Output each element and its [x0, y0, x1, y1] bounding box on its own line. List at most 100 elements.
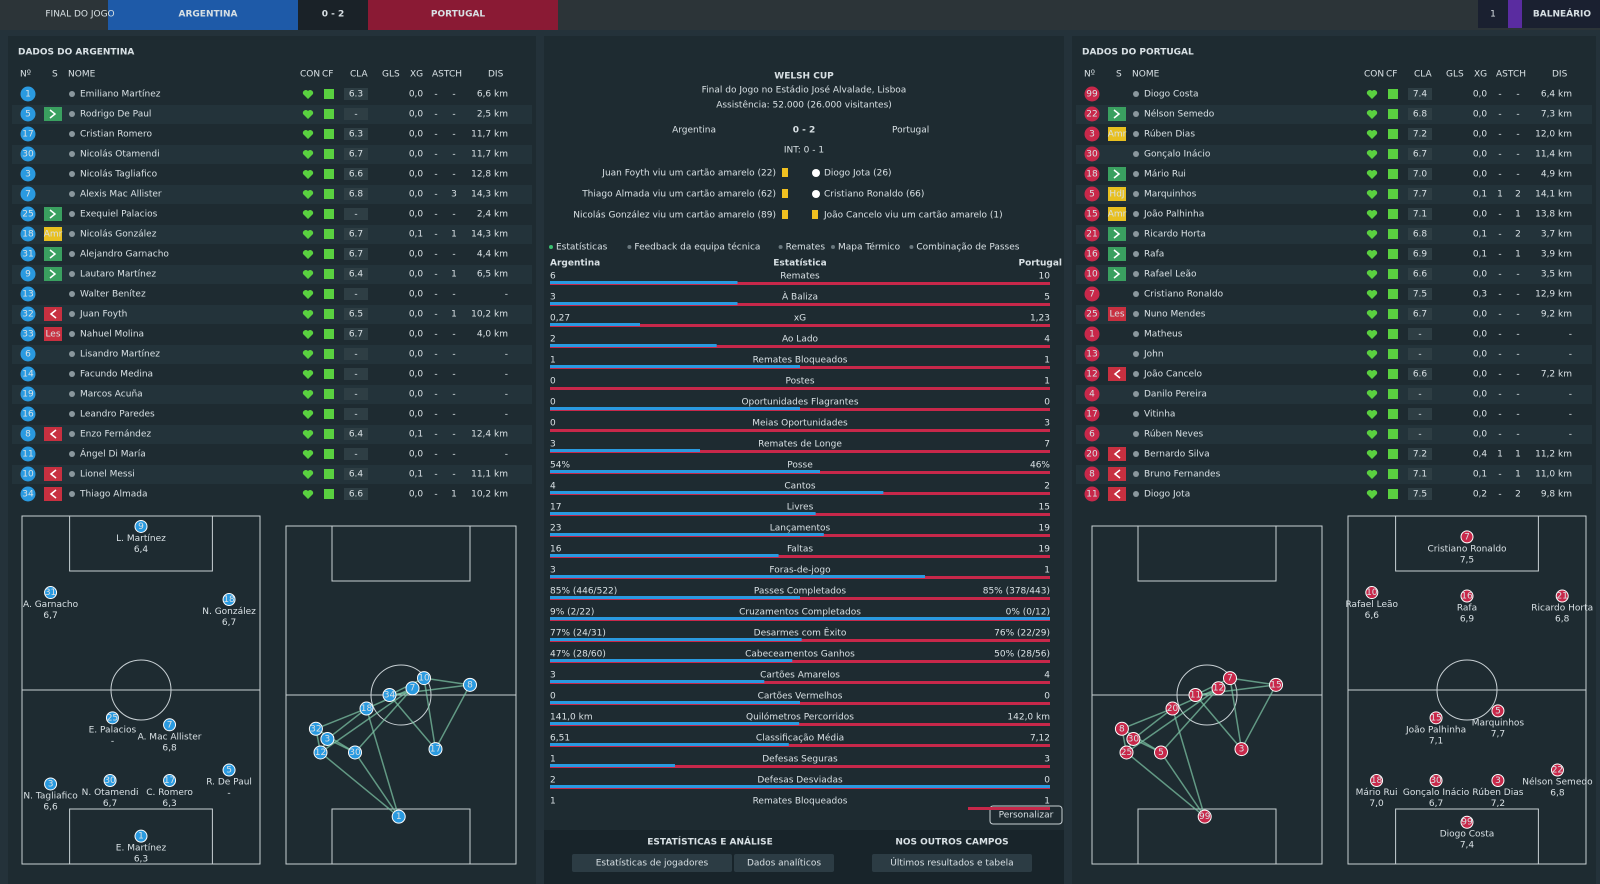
stat-name: Cartões Vermelhos: [758, 692, 843, 702]
chances: -: [452, 210, 455, 220]
distance: 2,4 km: [477, 210, 508, 220]
pass-link: [1126, 751, 1206, 818]
sub-badge: [1108, 247, 1126, 261]
customize[interactable]: Personalizar: [999, 811, 1054, 821]
player-dot-name: Mário Rui: [1356, 788, 1398, 798]
action-button[interactable]: [872, 854, 1032, 872]
player-number: 3: [1089, 130, 1095, 140]
stat-bar-home: [550, 617, 1050, 620]
player-number: 25: [22, 210, 33, 220]
number-badge: [1084, 326, 1100, 342]
face-icon: [69, 351, 75, 357]
stat-home: 2: [550, 335, 556, 345]
tab[interactable]: Combinação de Passes: [916, 243, 1019, 253]
number-badge: [1084, 466, 1100, 482]
rating-bg: [1408, 228, 1432, 240]
player-name: Lionel Messi: [80, 470, 135, 480]
network-number: 30: [349, 748, 361, 758]
rating-bg: [1408, 208, 1432, 220]
distance: 12,9 km: [1535, 290, 1572, 300]
player-name: Alejandro Garnacho: [80, 250, 169, 260]
network-number: 34: [384, 691, 396, 701]
stat-bar-away: [550, 765, 1050, 768]
stat-bar-away: [550, 387, 1050, 390]
centre-circle: [1436, 659, 1498, 721]
face-icon: [1133, 231, 1139, 237]
nav-button[interactable]: BALNEÁRIO: [1533, 8, 1591, 20]
action-label[interactable]: Estatísticas de jogadores: [596, 859, 709, 869]
player-number: 12: [1086, 370, 1097, 380]
rating-bg: [1408, 428, 1432, 440]
action-label[interactable]: Últimos resultados e tabela: [890, 857, 1013, 869]
rating: -: [354, 410, 357, 420]
player-dot: [134, 829, 148, 843]
distance: 12,0 km: [1535, 130, 1572, 140]
stat-away: 85% (378/443): [983, 587, 1050, 597]
action-label[interactable]: Dados analíticos: [747, 859, 821, 869]
row-bg: [12, 425, 532, 444]
home-panel: [8, 36, 536, 884]
fitness: [1388, 489, 1398, 499]
player-dot-number: 30: [104, 776, 116, 786]
number-badge: [1084, 446, 1100, 462]
customize-button[interactable]: [989, 805, 1063, 825]
pass-link: [1132, 707, 1173, 740]
heart: [1366, 130, 1378, 139]
face-icon: [69, 91, 75, 97]
network-node: [1154, 745, 1168, 760]
stat-home: 141,0 km: [550, 713, 593, 723]
stat-bar-away: [550, 660, 1050, 663]
fitness: [324, 129, 334, 139]
tab-dot: [778, 245, 783, 249]
row-bg: [12, 345, 532, 364]
tab[interactable]: Feedback da equipa técnica: [634, 242, 760, 253]
player-name: Alexis Mac Allister: [80, 190, 162, 200]
player-dot-name: Cristiano Ronaldo: [1427, 544, 1507, 554]
rating-bg: [344, 148, 368, 160]
tab[interactable]: Mapa Térmico: [838, 242, 901, 253]
network-number: 11: [1190, 691, 1201, 701]
distance: 7,2 km: [1541, 370, 1572, 380]
action-button[interactable]: [572, 854, 732, 872]
box-bottom: [69, 808, 213, 865]
player-number: 11: [1086, 490, 1097, 500]
distance: -: [1569, 330, 1572, 340]
rating: 6.4: [349, 470, 364, 480]
stat-away: 4: [1044, 671, 1050, 681]
dropdown[interactable]: [1508, 0, 1522, 28]
tab[interactable]: Remates: [786, 243, 826, 253]
number-badge: [1084, 226, 1100, 242]
player-dot: [44, 777, 58, 791]
stat-name: Cabeceamentos Ganhos: [745, 650, 855, 660]
sub-arrow: [49, 209, 57, 219]
fitness: [1388, 269, 1398, 279]
sub-badge: [1108, 487, 1126, 501]
column-header: XG: [1474, 70, 1487, 80]
player-number: 31: [22, 250, 33, 260]
sub-arrow: [1113, 369, 1121, 379]
tab[interactable]: Estatísticas: [556, 243, 608, 253]
xg: 0,0: [409, 190, 424, 200]
column-header: CH: [1513, 70, 1526, 80]
number-badge: [20, 266, 36, 282]
heart: [302, 330, 314, 339]
heart: [302, 390, 314, 399]
sub-arrow: [49, 309, 57, 319]
stats-home: Argentina: [550, 259, 600, 269]
rating-bg: [344, 368, 368, 380]
sub-arrow: [49, 249, 57, 259]
rating: 7.1: [1413, 470, 1427, 480]
event-icon: [812, 169, 820, 177]
distance: 6,5 km: [477, 270, 508, 280]
network-node: [1223, 671, 1237, 686]
player-name: Nicolás Otamendi: [80, 150, 160, 160]
action-button[interactable]: [734, 854, 834, 872]
face-icon: [1133, 131, 1139, 137]
player-name: Ricardo Horta: [1144, 230, 1206, 240]
rating: 6.6: [349, 490, 364, 500]
fitness: [324, 369, 334, 379]
rating-bg: [1408, 248, 1432, 260]
assists: -: [1498, 330, 1501, 340]
stat-bar-home: [550, 680, 765, 683]
stats-mask: [548, 806, 968, 816]
